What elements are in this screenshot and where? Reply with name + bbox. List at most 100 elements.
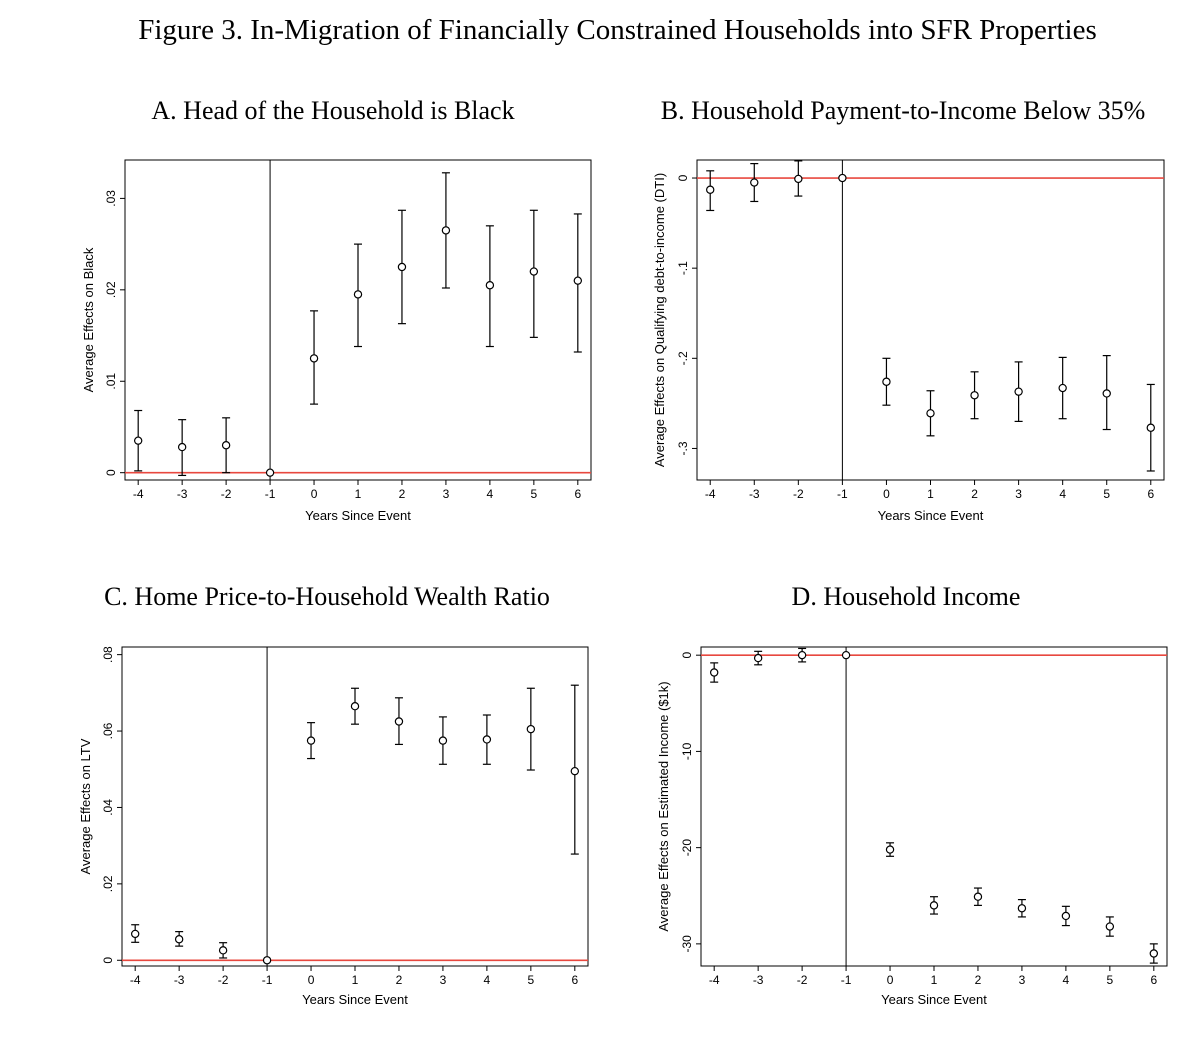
panel-d-x-axis-title: Years Since Event [881, 992, 987, 1007]
panel-b-data-point [970, 391, 979, 400]
panel-d-x-tick-label: 4 [1063, 973, 1070, 987]
panel-a-x-tick-label: 4 [487, 487, 494, 501]
panel-b-y-tick-label: -.3 [676, 441, 690, 455]
panel-c-title: C. Home Price-to-Household Wealth Ratio [104, 582, 550, 611]
panel-d-x-tick-label: 2 [975, 973, 982, 987]
panel-c-data-point [570, 766, 580, 776]
panel-c-y-tick-label: .02 [101, 875, 115, 892]
panel-a-plot-frame [124, 159, 592, 481]
panel-a-x-tick-label: 0 [311, 487, 318, 501]
panel-a-x-tick-label: 6 [574, 487, 581, 501]
panel-c-x-tick-label: 5 [528, 973, 535, 987]
panel-d-data-point [709, 668, 719, 677]
panel-d-data-point [1017, 904, 1027, 913]
panel-d-x-tick-label: -4 [709, 973, 720, 987]
panel-a-data-point [441, 226, 451, 235]
panel-c-x-tick-label: -4 [130, 973, 141, 987]
panel-a-x-tick-label: -3 [177, 487, 188, 501]
panel-b-x-tick-label: 1 [927, 487, 934, 501]
panel-a-data-point [353, 290, 363, 299]
panel-b-x-tick-label: 0 [883, 487, 890, 501]
panel-a-y-tick-label: 0 [104, 469, 118, 476]
panel-b-y-tick-label: -.1 [676, 261, 690, 275]
panel-b-y-tick-label: -.2 [676, 351, 690, 365]
panel-c-x-tick-label: -2 [218, 973, 229, 987]
panel-a-data-point [177, 442, 187, 452]
panel-a-x-axis-title: Years Since Event [305, 508, 411, 523]
panel-d-plot-frame [700, 646, 1168, 967]
panel-d-x-tick-label: 3 [1019, 973, 1026, 987]
panel-b-x-tick-label: 4 [1059, 487, 1066, 501]
panel-c-x-tick-label: 6 [571, 973, 578, 987]
panel-d-data-point [1061, 911, 1071, 921]
panel-b-data-point [926, 409, 935, 418]
panel-c-data-point [306, 736, 316, 745]
panel-c-x-tick-label: 1 [352, 973, 359, 987]
panel-a-data-point [529, 267, 539, 276]
panel-d-x-tick-label: -1 [841, 973, 852, 987]
panel-c-plot-frame [121, 646, 589, 967]
panel-b-data-point [794, 174, 803, 184]
panel-a-y-tick-label: .01 [104, 373, 118, 390]
panel-a-x-tick-label: 1 [355, 487, 362, 501]
panel-b-x-tick-label: 3 [1015, 487, 1022, 501]
panel-c-x-tick-label: 2 [396, 973, 403, 987]
panel-b-data-point [1014, 387, 1023, 396]
panel-b-x-tick-label: 5 [1103, 487, 1110, 501]
panel-d-x-tick-label: -3 [753, 973, 764, 987]
panel-c-data-point [262, 956, 272, 965]
panel-b-data-point [1102, 389, 1111, 398]
panel-c-y-tick-label: .06 [101, 722, 115, 739]
panel-d-data-point [797, 650, 807, 660]
panel-c-data-point [482, 735, 492, 744]
panel-d-y-tick-label: -30 [680, 935, 694, 953]
panel-b-x-tick-label: -1 [837, 487, 848, 501]
panel-c-data-point [394, 717, 404, 726]
panel-a-data-point [133, 436, 143, 445]
figure-title: Figure 3. In-Migration of Financially Co… [138, 14, 1097, 46]
panel-b-y-tick-label: 0 [676, 174, 690, 181]
panel-c-data-point [526, 724, 536, 734]
panel-b-x-tick-label: 6 [1147, 487, 1154, 501]
panel-a-x-tick-label: -1 [265, 487, 276, 501]
panel-a-data-point [265, 468, 275, 477]
panel-a-data-point [397, 262, 407, 272]
panel-c-data-point [174, 935, 184, 944]
panel-b-x-tick-label: -3 [749, 487, 760, 501]
panel-d-title: D. Household Income [791, 582, 1021, 611]
panel-a-y-tick-label: .02 [104, 281, 118, 298]
panel-b-plot-frame [696, 159, 1165, 481]
panel-b-x-tick-label: -4 [705, 487, 716, 501]
panel-b-x-axis-title: Years Since Event [878, 508, 984, 523]
panel-d-y-tick-label: -10 [680, 742, 694, 760]
panel-b-data-point [838, 173, 847, 183]
panel-d-data-point [885, 845, 895, 854]
panel-b-x-tick-label: 2 [971, 487, 978, 501]
panel-a-title: A. Head of the Household is Black [151, 96, 515, 125]
panel-c-data-point [350, 702, 360, 711]
panel-c-data-point [130, 929, 140, 939]
panel-b-data-point [1146, 423, 1155, 432]
panel-a-data-point [309, 354, 319, 363]
panel-a-x-tick-label: 2 [399, 487, 406, 501]
panel-c-y-tick-label: .08 [101, 646, 115, 663]
panel-d-data-point [841, 650, 851, 660]
panel-a-x-tick-label: 3 [443, 487, 450, 501]
panel-d-x-tick-label: 6 [1150, 973, 1157, 987]
panel-c-x-tick-label: 4 [484, 973, 491, 987]
panel-a-x-tick-label: -2 [221, 487, 232, 501]
panel-d-x-tick-label: 5 [1107, 973, 1114, 987]
panel-a-y-axis-title: Average Effects on Black [81, 247, 96, 392]
panel-d-y-tick-label: 0 [680, 652, 694, 659]
panel-c-y-axis-title: Average Effects on LTV [78, 738, 93, 874]
panel-a-data-point [485, 281, 495, 290]
panel-d-data-point [1105, 922, 1115, 931]
panel-b-title: B. Household Payment-to-Income Below 35% [660, 96, 1146, 125]
panel-a-data-point [221, 441, 231, 450]
panel-a-x-tick-label: 5 [531, 487, 538, 501]
panel-b-y-axis-title: Average Effects on Qualifying debt-to-in… [652, 173, 667, 467]
panel-b-x-tick-label: -2 [793, 487, 804, 501]
